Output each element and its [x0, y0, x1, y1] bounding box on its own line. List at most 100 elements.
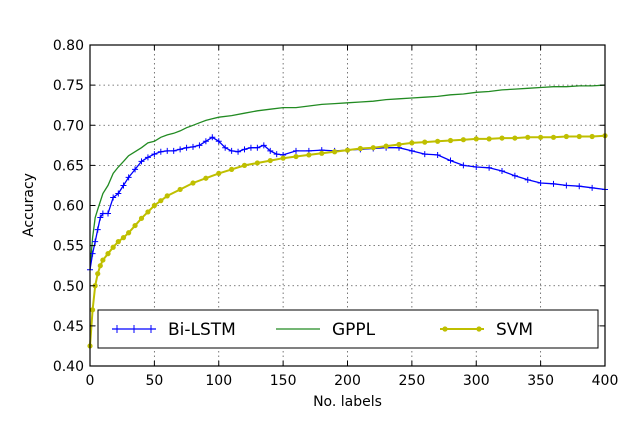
bi-lstm-point [215, 138, 222, 145]
y-tick-label: 0.75 [53, 78, 84, 94]
bi-lstm-point [408, 147, 415, 154]
bi-lstm-point [97, 214, 104, 221]
svm-point [486, 136, 492, 142]
legend-marker [131, 325, 137, 333]
bi-lstm-point [99, 210, 106, 217]
bi-lstm-point [151, 151, 158, 158]
series-bi-lstm [87, 134, 608, 273]
bi-lstm-point [110, 194, 117, 201]
x-tick-label: 100 [205, 373, 232, 389]
bi-lstm-point [486, 164, 493, 171]
bi-lstm-point [164, 147, 171, 154]
svm-point [120, 235, 127, 241]
legend-marker [476, 326, 482, 332]
svm-point [105, 251, 111, 257]
bi-lstm-point [254, 144, 261, 151]
bi-lstm-point [202, 138, 209, 145]
bi-lstm-point [94, 226, 101, 233]
bi-lstm-point [537, 180, 544, 187]
svm-point [145, 209, 151, 215]
svm-point [293, 153, 299, 160]
x-tick-label: 250 [399, 373, 426, 389]
bi-lstm-point [563, 182, 570, 189]
svm-point [473, 136, 479, 142]
bi-lstm-point [421, 151, 428, 158]
y-tick-label: 0.50 [53, 279, 84, 295]
bi-lstm-point [190, 143, 196, 150]
gppl-line [89, 84, 606, 270]
bi-lstm-point [138, 158, 145, 165]
svm-point [89, 307, 96, 313]
y-axis-label: Accuracy [21, 173, 37, 237]
x-axis-label: No. labels [313, 394, 382, 410]
svm-point [396, 141, 402, 148]
svm-point [267, 157, 273, 164]
svm-point [92, 283, 98, 289]
x-tick-label: 400 [592, 373, 619, 389]
bi-lstm-point [228, 147, 235, 154]
bi-lstm-point [115, 190, 122, 197]
svm-point [138, 215, 145, 221]
bi-lstm-point [241, 146, 248, 153]
svm-point [332, 149, 338, 155]
bi-lstm-point [144, 154, 151, 161]
svm-point [563, 133, 569, 140]
ticks: 0 50 100 150 200 250 300 350 400 0.40 0.45 0.50 0.55… [53, 38, 619, 389]
bi-lstm-point [273, 151, 280, 158]
svm-point [100, 257, 106, 263]
series-svm [87, 133, 608, 349]
x-tick-label: 0 [86, 373, 95, 389]
legend-box [97, 309, 599, 349]
svm-point [435, 138, 441, 144]
svm-point [422, 139, 428, 145]
bi-lstm-point [157, 148, 164, 155]
legend: Bi-LSTM GPPL SVM [97, 309, 599, 349]
svm-point [158, 198, 164, 204]
bi-lstm-point [473, 163, 480, 170]
series-lines [87, 84, 608, 349]
svm-point [306, 152, 312, 158]
x-tick-label: 350 [527, 373, 554, 389]
svm-point [383, 143, 389, 149]
svm-point [538, 134, 544, 140]
series-gppl [89, 84, 606, 270]
svm-point [357, 145, 363, 152]
bi-lstm-point [576, 183, 583, 190]
svm-point [115, 239, 121, 245]
svm-point [95, 271, 101, 277]
bi-lstm-point [267, 147, 274, 154]
bi-lstm-point [524, 176, 531, 183]
svm-point [216, 170, 222, 176]
svm-point [229, 166, 235, 172]
x-tick-label: 150 [270, 373, 297, 389]
bi-lstm-point [177, 146, 184, 153]
bi-lstm-point [293, 147, 299, 154]
x-tick-label: 200 [334, 373, 361, 389]
svm-point [589, 133, 595, 140]
y-tick-label: 0.60 [53, 199, 84, 215]
bi-lstm-point [120, 182, 127, 189]
bi-lstm-point [499, 167, 505, 174]
svm-point [499, 135, 505, 141]
svm-point [203, 175, 209, 181]
svm-point [370, 145, 376, 151]
x-tick-label: 50 [145, 373, 163, 389]
svm-point [110, 244, 116, 250]
svm-point [576, 133, 582, 140]
bi-lstm-point [447, 157, 454, 164]
bi-lstm-point [434, 151, 441, 158]
y-tick-label: 0.40 [53, 359, 84, 375]
legend-marker [442, 326, 448, 332]
legend-label: GPPL [332, 320, 376, 340]
svm-point [512, 135, 518, 141]
bi-lstm-point [260, 142, 267, 149]
legend-item-bi-lstm: Bi-LSTM [112, 320, 236, 340]
svm-point [460, 137, 466, 143]
bi-lstm-point [183, 144, 190, 151]
svm-point [409, 140, 415, 146]
svm-point [151, 202, 157, 209]
svm-point [190, 180, 196, 186]
svm-point [132, 222, 138, 229]
svm-point [525, 134, 531, 140]
bi-lstm-point [209, 134, 216, 141]
